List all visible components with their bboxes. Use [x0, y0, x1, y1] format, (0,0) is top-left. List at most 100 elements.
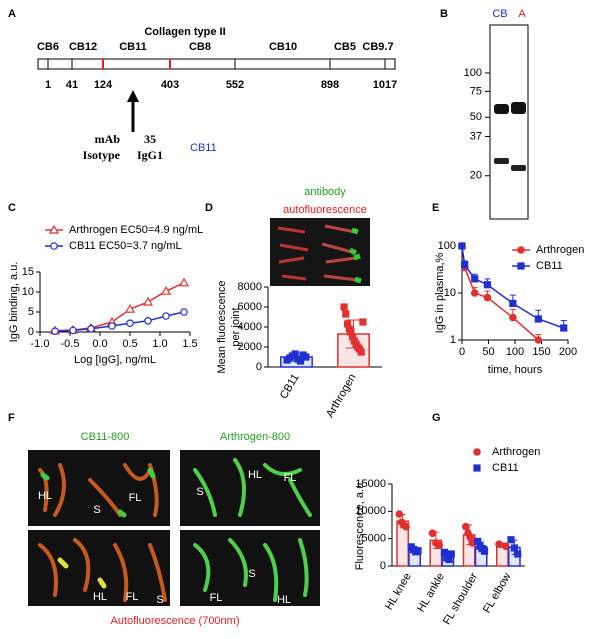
blot-frame	[489, 24, 529, 220]
data-point	[428, 529, 437, 538]
marker	[560, 324, 568, 332]
x-tick-label: 200	[559, 346, 577, 358]
map-title: Collagen type II	[144, 26, 225, 38]
x-tick-label: FL shoulder	[441, 571, 480, 627]
fragment-label: CB12	[69, 41, 97, 53]
data-point	[402, 522, 410, 531]
position-label: 41	[66, 79, 78, 91]
legend-marker	[473, 464, 481, 472]
antibody-value: 35	[144, 132, 156, 146]
marker	[471, 275, 479, 283]
y-tick-label: 10	[444, 287, 456, 299]
marker	[534, 315, 542, 323]
fragment-label: CB11	[119, 41, 147, 53]
x-tick-label: 50	[482, 346, 494, 358]
marker	[69, 326, 77, 335]
image-label: FL	[126, 591, 139, 603]
mw-marker: 20	[470, 170, 482, 182]
legend-label: Arthrogen	[492, 446, 540, 458]
marker	[461, 261, 469, 269]
blot-band	[494, 158, 509, 164]
streak	[321, 224, 359, 282]
x-tick-label: 1.0	[152, 338, 167, 350]
data-point	[501, 542, 510, 551]
panel-letter: E	[432, 202, 439, 214]
antibody-value: IgG1	[137, 148, 163, 162]
y-axis-label: IgG in plasma,%	[434, 252, 446, 333]
x-axis-label: time, hours	[488, 364, 543, 376]
data-point	[514, 550, 522, 558]
arrow-head	[127, 90, 139, 102]
x-tick-label: 0.5	[122, 338, 137, 350]
marker	[180, 308, 188, 316]
marker	[144, 316, 152, 325]
marker	[483, 293, 492, 302]
paw	[57, 557, 107, 589]
marker	[126, 319, 134, 328]
image-label: HL	[93, 591, 107, 603]
fragment-label: CB10	[269, 41, 297, 53]
x-axis-label: Log [IgG], ng/mL	[74, 354, 156, 366]
image-label: HL	[38, 490, 52, 502]
antibody-label: mAb	[95, 132, 121, 146]
data-point	[507, 536, 515, 544]
x-tick-label: -0.5	[61, 338, 80, 350]
image-label: S	[248, 568, 255, 580]
paw-shapes	[38, 458, 312, 602]
legend-marker	[48, 224, 60, 234]
y-axis-label: Fluorescence, a.u.	[354, 480, 366, 571]
y-tick-label: 10	[22, 286, 34, 298]
y-tick-label: 0	[380, 560, 386, 572]
position-label: 124	[94, 79, 113, 91]
joint-streaks	[277, 224, 362, 284]
y-tick-label: 100	[438, 240, 456, 252]
x-tick-label: -1.0	[31, 338, 50, 350]
y-tick-label: 0	[256, 361, 262, 373]
marker	[470, 289, 479, 297]
y-tick-label: 1	[450, 334, 456, 346]
image-label: S	[196, 486, 203, 498]
data-point	[359, 318, 367, 326]
antibody-name: CB11	[190, 142, 217, 154]
x-tick-label: 0	[459, 346, 465, 358]
marker	[534, 336, 543, 344]
legend-label: CB11 EC50=3.7 ng/mL	[69, 240, 182, 252]
x-tick-label: CB11	[278, 372, 302, 401]
x-tick-label: 150	[532, 346, 550, 358]
position-label: 1	[45, 79, 51, 91]
y-tick-label: 5	[28, 306, 34, 318]
marker	[162, 312, 170, 320]
image-title: Arthrogen-800	[220, 431, 290, 443]
data-point	[414, 547, 422, 555]
panel-letter: D	[205, 202, 213, 214]
fragment-label: CB9.7	[362, 41, 393, 53]
fragment-label: CB6	[37, 41, 59, 53]
position-label: 403	[161, 79, 179, 91]
image-label: S	[156, 594, 163, 606]
mw-marker: 75	[470, 85, 482, 97]
position-label: 898	[321, 79, 339, 91]
x-tick-label: 100	[506, 346, 524, 358]
x-tick-label: 1.5	[182, 338, 197, 350]
image-label: S	[93, 504, 100, 516]
collagen-bar	[37, 58, 396, 70]
fragment-label: CB8	[189, 41, 211, 53]
panel-letter: G	[432, 412, 441, 424]
panel-letter: A	[8, 8, 16, 20]
panel-letter: F	[8, 412, 15, 424]
paw	[40, 467, 156, 518]
marker	[108, 322, 116, 330]
y-tick-label: 5000	[362, 533, 386, 545]
fluor-image	[180, 530, 320, 606]
legend-label: CB11	[536, 260, 563, 272]
legend-marker	[517, 246, 525, 254]
y-axis-label: per joint	[230, 307, 242, 346]
data-point	[340, 303, 348, 311]
image-label: FL	[284, 472, 297, 484]
data-point	[302, 353, 310, 361]
paw	[193, 458, 312, 517]
y-axis-label: Mean fluorescence	[216, 281, 228, 374]
legend-label: CB11	[492, 462, 519, 474]
data-point	[395, 510, 404, 518]
lane-label: A	[518, 8, 526, 20]
